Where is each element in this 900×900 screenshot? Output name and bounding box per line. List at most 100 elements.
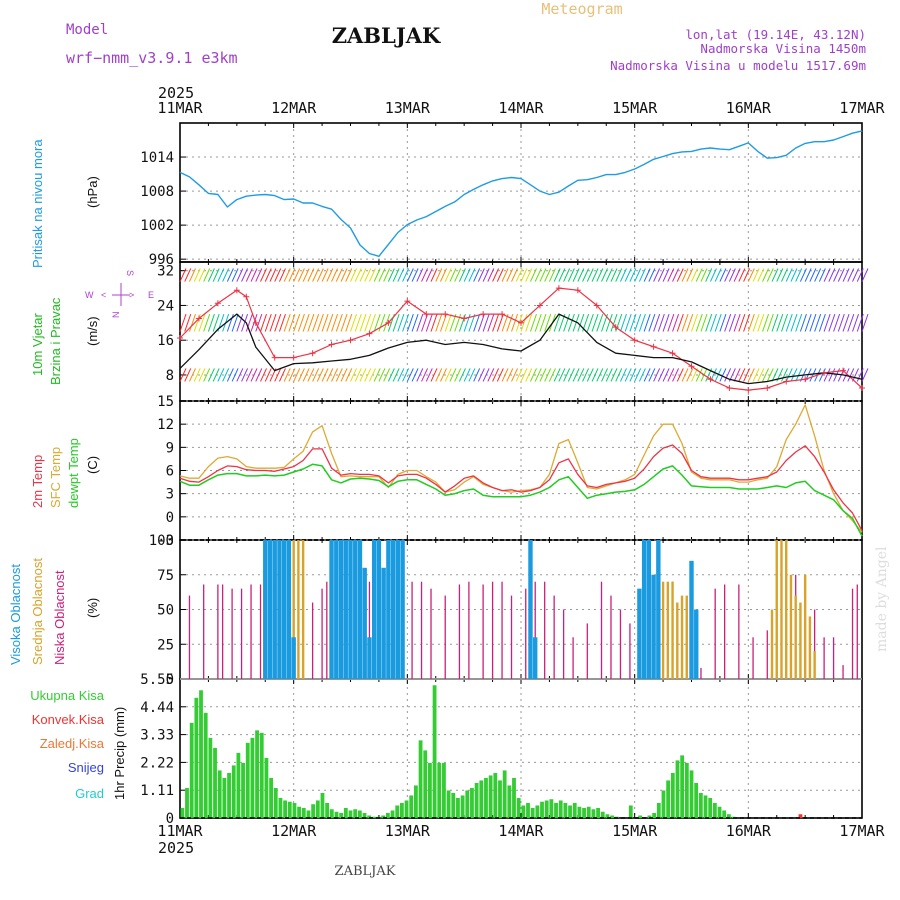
wind-barb	[809, 268, 817, 282]
wind-barb	[638, 268, 646, 282]
wind-gust-marker	[214, 300, 221, 307]
lonlat-label: lon,lat (19.14E, 43.12N)	[685, 27, 866, 42]
wind-barb	[544, 268, 552, 282]
wind-barb	[610, 368, 618, 382]
wind-barb	[667, 313, 675, 332]
wind-barb	[766, 368, 774, 382]
wind-barb	[203, 368, 211, 382]
wind-barb	[226, 368, 234, 382]
precip-total-bar	[385, 812, 390, 818]
wind-gust-marker	[574, 287, 581, 294]
wind-barb	[548, 368, 556, 382]
wind-barb	[368, 368, 376, 382]
wind-barb	[392, 368, 400, 382]
wind-barb	[444, 313, 452, 332]
precip-total-bar	[273, 787, 278, 818]
wind-barb	[799, 313, 807, 332]
wind-barb	[511, 268, 518, 282]
mid-cloud-bar	[301, 540, 305, 679]
wind-barb	[714, 313, 722, 332]
wind-barb	[719, 268, 727, 282]
precip-total-bar	[264, 757, 269, 818]
wind-barb	[255, 368, 263, 382]
y-tick-label: 1008	[140, 184, 174, 200]
precip-total-bar	[526, 802, 530, 818]
wind-barb	[582, 268, 590, 282]
model-name: wrf−nmm_v3.9.1 e3km	[66, 49, 238, 67]
wind-barb	[548, 268, 556, 282]
high-cloud-bar	[694, 609, 699, 679]
y-tick-label: 9	[166, 440, 174, 456]
wind-barb	[335, 368, 343, 382]
precip-total-bar	[203, 712, 208, 818]
wind-dir-lt: <	[101, 290, 106, 300]
year-top: 2025	[158, 84, 194, 102]
wind-barb	[397, 313, 405, 332]
precip-total-bar	[502, 770, 507, 818]
wind-barb	[790, 368, 798, 382]
wind-barb	[601, 268, 608, 282]
wind-barb	[245, 268, 253, 282]
wind-barb	[776, 268, 784, 282]
wind-barb	[790, 268, 798, 282]
wind-barb	[624, 313, 632, 332]
day-label-top: 12MAR	[271, 99, 317, 117]
wind-barb	[572, 368, 580, 382]
precip-total-bar	[222, 777, 227, 818]
precip-total-bar	[409, 795, 414, 818]
wind-barb	[705, 268, 713, 282]
wind-gust-marker	[243, 293, 250, 300]
precip-total-bar	[684, 762, 689, 818]
wind-barb	[624, 368, 632, 382]
wind-barb	[331, 313, 339, 332]
precip-total-bar	[334, 811, 339, 818]
precip-total-bar	[311, 804, 316, 818]
day-label-top: 11MAR	[157, 99, 203, 117]
wind-barb	[662, 268, 670, 282]
high-cloud-bar	[367, 637, 372, 679]
y-tick-label: 3	[166, 487, 174, 503]
wind-barb	[331, 368, 339, 382]
wind-barb	[226, 313, 234, 332]
wind-barb	[818, 268, 826, 282]
year-bottom: 2025	[158, 839, 194, 857]
day-label-top: 13MAR	[385, 99, 431, 117]
wind-barb	[766, 268, 774, 282]
wind-barb	[776, 313, 784, 332]
wind-barb	[468, 313, 476, 332]
precip-total-bar	[199, 690, 203, 818]
wind-barb	[544, 313, 552, 332]
wind-barb	[837, 268, 845, 282]
day-label-bottom: 16MAR	[726, 822, 772, 840]
wind-barb	[226, 268, 234, 282]
y-tick-label: 8	[166, 368, 174, 384]
wind-barb	[534, 313, 542, 332]
wind-barb	[563, 313, 571, 332]
wind-label-1: 10m Vjetar	[30, 312, 45, 376]
wind-gust-marker	[195, 315, 202, 322]
wind-barb	[738, 368, 746, 382]
wind-barb	[283, 368, 291, 382]
high-cloud-bar	[329, 540, 334, 679]
precip-total-bar	[600, 811, 605, 818]
wind-barb	[762, 368, 769, 382]
panel-pressure-frame	[179, 122, 863, 263]
wind-barb	[231, 313, 239, 332]
wind-barb	[814, 313, 822, 332]
wind-barb	[833, 268, 841, 282]
product-title: Meteogram	[541, 0, 622, 18]
wind-barb	[307, 368, 315, 382]
precip-total-bar	[470, 787, 474, 818]
y-tick-label: 1.11	[140, 783, 174, 799]
wind-dir-e: E	[148, 290, 154, 300]
y-tick-label: 1014	[140, 150, 174, 166]
precip-total-bar	[726, 814, 731, 818]
precip-total-bar	[390, 810, 395, 818]
wind-gust-marker	[669, 350, 676, 357]
wind-barb	[444, 368, 452, 382]
y-tick-label: 32	[157, 264, 174, 280]
wind-barb	[440, 268, 447, 282]
wind-barb	[368, 268, 376, 282]
precip-legend-conv: Konvek.Kisa	[32, 712, 105, 727]
wind-barb	[425, 268, 433, 282]
